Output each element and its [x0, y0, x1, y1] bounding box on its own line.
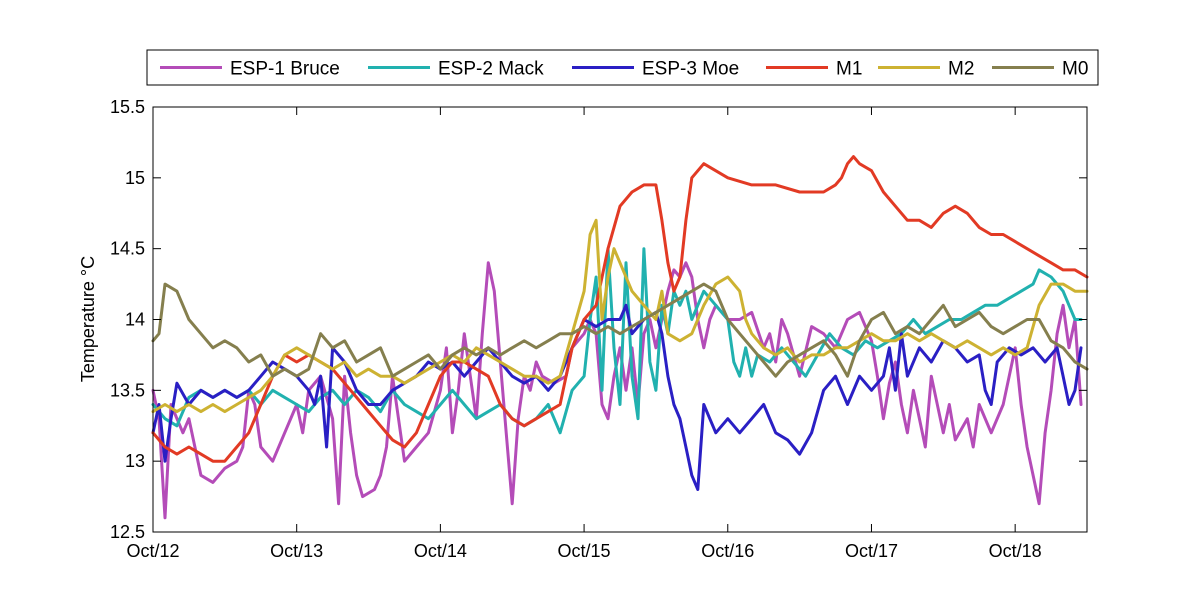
series-lines: [151, 155, 1089, 520]
legend: ESP-1 Bruce ESP-2 Mack ESP-3 Moe M1 M2 M0: [146, 49, 1099, 86]
x-tick-label-1: Oct/13: [270, 541, 323, 561]
series-line-0: [151, 261, 1083, 520]
y-tick-label-1: 13: [125, 451, 145, 471]
y-tick-label-5: 15: [125, 168, 145, 188]
y-tick-label-6: 15.5: [110, 97, 145, 117]
y-tick-label-4: 14.5: [110, 239, 145, 259]
legend-label-4: M2: [948, 59, 974, 80]
y-tick-label-2: 13.5: [110, 380, 145, 400]
x-tick-label-4: Oct/16: [701, 541, 754, 561]
series-line-5: [151, 282, 1089, 378]
series-line-4: [151, 218, 1089, 414]
legend-label-3: M1: [836, 59, 862, 80]
legend-label-2: ESP-3 Moe: [642, 59, 739, 80]
x-tick-label-2: Oct/14: [414, 541, 467, 561]
x-tick-label-3: Oct/15: [558, 541, 611, 561]
y-tick-label-3: 14: [125, 310, 145, 330]
x-tick-label-5: Oct/17: [845, 541, 898, 561]
legend-label-1: ESP-2 Mack: [438, 59, 544, 80]
y-axis-label: Temperature °C: [78, 256, 98, 382]
axes: 12.5 13 13.5 14 14.5 15 15.5 Oct/12 Oct/13 Oct/14…: [110, 97, 1088, 561]
x-tick-label-6: Oct/18: [989, 541, 1042, 561]
legend-label-0: ESP-1 Bruce: [230, 59, 340, 80]
legend-label-5: M0: [1062, 59, 1088, 80]
y-tick-label-0: 12.5: [110, 522, 145, 542]
x-tick-label-0: Oct/12: [126, 541, 179, 561]
